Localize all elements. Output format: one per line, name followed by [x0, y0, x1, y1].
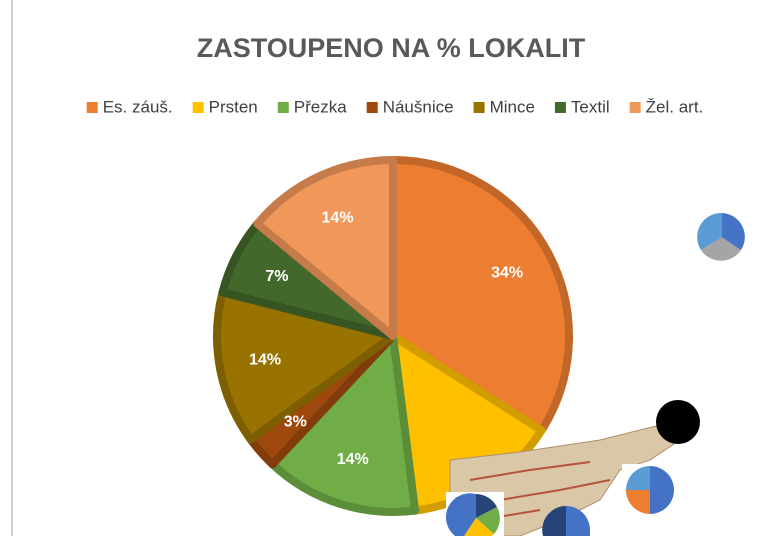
- legend: Es. záuš. Prsten Přezka Náušnice Mince Textil…: [86, 97, 704, 116]
- legend-item: Mince: [473, 97, 535, 116]
- legend-label: Náušnice: [383, 97, 454, 116]
- data-label: 14%: [322, 209, 354, 226]
- icon-slice: [697, 212, 722, 250]
- icon-slice: [476, 494, 497, 518]
- data-label: 14%: [337, 451, 369, 468]
- legend-item: Žel. art.: [629, 97, 704, 116]
- legend-label: Prsten: [209, 97, 258, 116]
- overlay: [445, 212, 745, 536]
- pie-slice: [213, 288, 397, 444]
- legend-swatch: [629, 102, 641, 113]
- data-label: 34%: [491, 264, 523, 281]
- icon-slice: [566, 506, 590, 536]
- legend-swatch: [554, 102, 566, 113]
- legend-swatch: [192, 102, 204, 113]
- data-label: 14%: [249, 352, 281, 369]
- pie: [213, 156, 573, 516]
- icon-slice: [701, 237, 741, 261]
- legend-swatch: [366, 102, 378, 113]
- pie-slice: [253, 156, 397, 340]
- legend-item: Textil: [554, 97, 610, 116]
- legend-label: Žel. art.: [646, 97, 704, 116]
- legend-label: Přezka: [294, 97, 347, 116]
- legend-item: Prsten: [192, 97, 258, 116]
- legend-label: Textil: [571, 97, 610, 116]
- legend-label: Es. záuš.: [103, 97, 173, 116]
- legend-item: Es. záuš.: [86, 97, 173, 116]
- chart-title: ZASTOUPENO NA % LOKALIT: [197, 33, 586, 63]
- legend-swatch: [277, 102, 289, 113]
- icon-slice: [476, 507, 500, 534]
- legend-swatch: [473, 102, 485, 113]
- legend-swatch: [86, 102, 98, 113]
- icon-slice: [650, 466, 674, 514]
- icon-slice: [698, 213, 745, 250]
- icon-slice: [464, 518, 494, 536]
- data-label: 3%: [284, 413, 307, 430]
- icon-slice: [542, 506, 566, 536]
- icon-slice: [626, 490, 650, 514]
- icon-slice: [626, 466, 650, 490]
- legend-item: Náušnice: [366, 97, 454, 116]
- data-label: 7%: [265, 268, 288, 285]
- legend-item: Přezka: [277, 97, 347, 116]
- legend-label: Mince: [490, 97, 535, 116]
- icon-slice: [445, 493, 476, 536]
- data-labels: 34% 14% 3% 14% 7% 14%: [249, 209, 523, 468]
- pie-slice: [268, 332, 420, 516]
- black-circle: [656, 400, 700, 444]
